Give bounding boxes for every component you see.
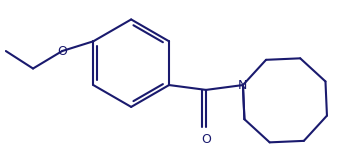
Text: O: O	[201, 133, 211, 146]
Text: O: O	[57, 45, 67, 58]
Text: N: N	[238, 79, 248, 92]
